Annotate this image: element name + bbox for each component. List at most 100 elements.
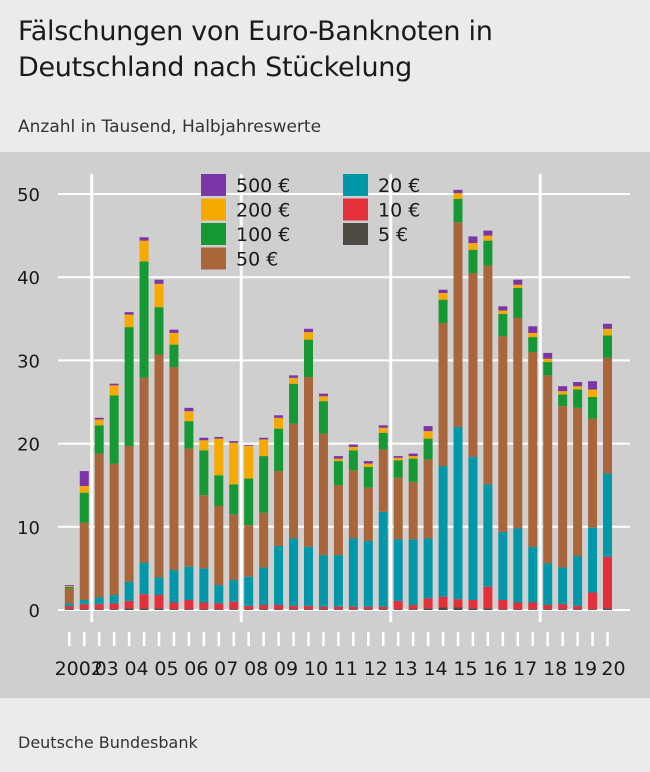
bar-segment-500 xyxy=(124,312,134,315)
legend-swatch-200 xyxy=(201,198,226,221)
bar-segment-10 xyxy=(318,606,328,610)
bar-segment-500 xyxy=(498,306,508,311)
bar-segment-200 xyxy=(423,431,433,439)
bar-stack xyxy=(558,386,568,610)
bar-segment-5 xyxy=(289,609,299,610)
bar-segment-5 xyxy=(259,609,269,610)
bar-stack xyxy=(498,306,508,610)
chart-subtitle: Anzahl in Tausend, Halbjahreswerte xyxy=(18,117,322,137)
bar-segment-100 xyxy=(64,586,74,589)
bar-segment-50 xyxy=(348,470,358,539)
bar-stack xyxy=(468,236,478,610)
bar-segment-500 xyxy=(184,407,194,412)
bar-segment-200 xyxy=(348,446,358,451)
bar-segment-20 xyxy=(558,567,568,605)
source-note: Deutsche Bundesbank xyxy=(18,733,198,752)
bar-segment-500 xyxy=(318,393,328,397)
bar-segment-20 xyxy=(124,581,134,601)
bar-segment-500 xyxy=(304,328,313,333)
bar-segment-10 xyxy=(169,602,179,610)
bar-segment-50 xyxy=(274,471,284,546)
x-tick-label: 13 xyxy=(394,658,418,680)
bar-segment-10 xyxy=(393,600,403,610)
bar-segment-10 xyxy=(348,606,358,610)
bar-segment-20 xyxy=(348,538,358,607)
bar-segment-20 xyxy=(543,563,553,606)
bar-segment-20 xyxy=(318,555,328,607)
bar-segment-50 xyxy=(94,453,104,598)
bar-segment-50 xyxy=(363,487,373,541)
bar-segment-50 xyxy=(154,354,164,578)
bar-segment-10 xyxy=(468,600,478,609)
bar-segment-200 xyxy=(453,193,463,199)
bar-segment-100 xyxy=(573,389,583,408)
bar-segment-50 xyxy=(573,407,583,556)
bar-stack xyxy=(333,456,343,610)
bar-segment-5 xyxy=(408,609,418,610)
bar-stack xyxy=(378,425,388,610)
bar-segment-500 xyxy=(154,279,164,284)
bar-segment-20 xyxy=(244,576,254,606)
bar-segment-50 xyxy=(318,433,328,556)
bars-layer xyxy=(64,189,612,610)
bar-segment-20 xyxy=(94,597,104,605)
bar-segment-100 xyxy=(274,428,284,472)
bar-segment-500 xyxy=(543,352,553,359)
y-tick-label: 50 xyxy=(17,185,40,206)
bar-segment-10 xyxy=(154,595,164,609)
bar-segment-100 xyxy=(408,458,418,482)
bar-segment-10 xyxy=(289,605,299,610)
bar-segment-200 xyxy=(109,385,119,396)
bar-segment-20 xyxy=(378,511,388,607)
bar-segment-200 xyxy=(244,446,254,479)
bar-segment-50 xyxy=(528,352,538,547)
bar-segment-100 xyxy=(304,339,313,378)
bar-stack xyxy=(154,279,164,610)
bar-segment-200 xyxy=(438,293,448,300)
bar-segment-10 xyxy=(438,596,448,608)
bar-segment-100 xyxy=(169,344,179,368)
y-tick-label: 40 xyxy=(17,268,40,289)
bar-segment-50 xyxy=(438,322,448,467)
bar-segment-100 xyxy=(348,450,358,471)
legend-swatch-50 xyxy=(201,247,226,270)
bar-segment-10 xyxy=(124,600,134,609)
bar-segment-10 xyxy=(64,605,74,610)
bar-segment-20 xyxy=(304,546,313,606)
bar-segment-5 xyxy=(124,608,134,610)
bar-stack xyxy=(259,437,269,610)
bar-segment-100 xyxy=(199,450,209,496)
x-tick-label: 2002 xyxy=(55,658,103,680)
bar-segment-10 xyxy=(588,592,598,610)
bar-segment-20 xyxy=(468,456,478,601)
bar-stack xyxy=(79,471,89,610)
bar-segment-5 xyxy=(244,609,254,610)
bar-segment-500 xyxy=(109,383,119,386)
x-tick-label: 08 xyxy=(244,658,268,680)
bar-segment-500 xyxy=(603,323,612,329)
bar-segment-5 xyxy=(214,609,224,610)
bar-segment-100 xyxy=(378,432,388,450)
bar-segment-5 xyxy=(468,608,478,610)
bar-segment-500 xyxy=(169,329,179,333)
x-tick-label: 12 xyxy=(364,658,388,680)
bar-segment-500 xyxy=(423,426,433,432)
bar-segment-5 xyxy=(558,609,568,610)
bar-segment-500 xyxy=(468,236,478,244)
bar-stack xyxy=(214,436,224,610)
bar-stack xyxy=(274,415,284,610)
bar-segment-5 xyxy=(393,609,403,610)
bar-segment-100 xyxy=(244,478,254,526)
bar-segment-20 xyxy=(588,527,598,593)
bar-segment-10 xyxy=(603,556,612,609)
bar-segment-500 xyxy=(259,437,269,440)
bar-segment-5 xyxy=(573,609,583,610)
bar-segment-200 xyxy=(468,243,478,250)
bar-segment-500 xyxy=(348,444,358,447)
y-tick-label: 30 xyxy=(17,351,40,372)
x-tick-label: 04 xyxy=(124,658,148,680)
bar-segment-50 xyxy=(214,506,224,586)
bar-segment-10 xyxy=(558,604,568,610)
bar-segment-50 xyxy=(229,514,239,581)
x-tick-label: 10 xyxy=(304,658,328,680)
